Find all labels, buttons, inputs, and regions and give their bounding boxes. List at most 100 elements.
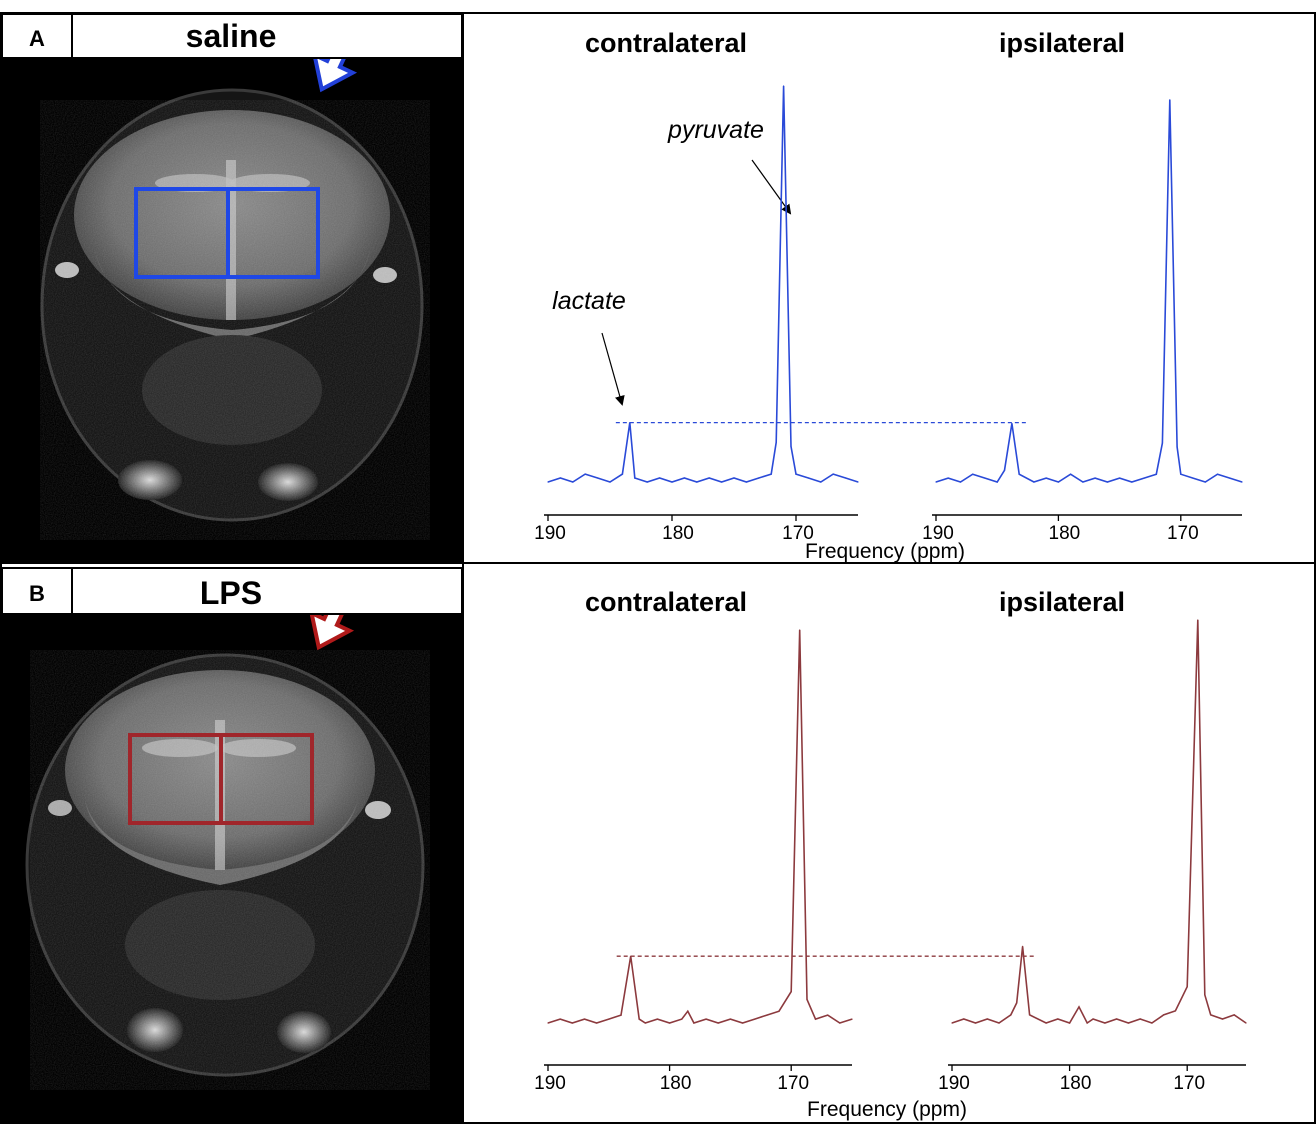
- spectrum-point: [1186, 986, 1188, 988]
- spectrum-point: [644, 1022, 646, 1024]
- pyruvate-arrow: [751, 159, 792, 215]
- spectrum-point: [693, 1022, 695, 1024]
- spectrum-point: [696, 481, 698, 483]
- spectrum-point: [1161, 442, 1163, 444]
- spectrum-point: [621, 473, 624, 475]
- annotation-lactate: lactate: [552, 287, 626, 315]
- spectrum-point: [1045, 1022, 1047, 1024]
- spectrum-point: [766, 1014, 768, 1016]
- spectrum-point: [742, 1022, 744, 1024]
- spectrum-point: [1033, 481, 1035, 483]
- x-tick-label: 180: [660, 1073, 692, 1094]
- spectrum-point: [1180, 473, 1182, 475]
- spectrum-point: [669, 1022, 671, 1024]
- spectrum-point: [996, 481, 998, 483]
- spectrum-point: [827, 1014, 829, 1016]
- spectrum-point: [733, 477, 735, 479]
- spectrum-point: [1192, 477, 1194, 479]
- xlabel-a: Frequency (ppm): [805, 540, 965, 563]
- spectrum-point: [656, 1018, 659, 1020]
- spectrum-point: [1045, 477, 1047, 479]
- spectrum-point: [583, 1018, 586, 1020]
- spectrum-point: [708, 477, 710, 479]
- xlabel-b: Frequency (ppm): [807, 1098, 967, 1121]
- x-tick-label: 180: [662, 523, 694, 544]
- spectrum-line: [951, 619, 1247, 1025]
- spectrum-point: [1003, 469, 1006, 471]
- spectrum-point: [984, 477, 986, 479]
- spectrum-line: [935, 99, 1243, 483]
- spectrum-point: [799, 629, 801, 631]
- spectrum-point: [683, 477, 686, 479]
- spectrum-point: [638, 1018, 640, 1020]
- spectrum-point: [572, 481, 574, 483]
- spectrum-b-contralateral: 190 180 170: [534, 629, 853, 1094]
- spectrum-point: [1116, 1018, 1118, 1020]
- spectrum-point: [935, 481, 937, 483]
- spectrum-point: [963, 1018, 965, 1020]
- spectrum-point: [1233, 1014, 1235, 1016]
- spectrum-point: [1078, 1006, 1080, 1008]
- spectrum-point: [986, 1018, 988, 1020]
- panel-a: A saline contralateral ipsilateral pyruv…: [1, 13, 1125, 563]
- spectrum-point: [1092, 1018, 1094, 1020]
- spectrum-point: [1016, 1002, 1018, 1004]
- condition-label-b: LPS: [200, 575, 262, 611]
- mri-brain-b: [25, 650, 430, 1090]
- spectrum-point: [1082, 481, 1084, 483]
- spectrum-point: [717, 1022, 719, 1024]
- x-tick-label: 180: [1060, 1073, 1092, 1094]
- spectrum-point: [729, 1018, 732, 1020]
- panel-letter-a: A: [29, 26, 45, 51]
- lactate-arrow: [601, 332, 625, 406]
- region-label-contralateral-a: contralateral: [585, 28, 747, 58]
- spectrum-point: [959, 481, 962, 483]
- x-tick-label: 180: [1049, 523, 1081, 544]
- spectrum-point: [681, 1018, 683, 1020]
- spectrum-point: [783, 85, 785, 87]
- x-tick-label: 170: [1167, 523, 1199, 544]
- spectrum-point: [851, 1018, 853, 1020]
- spectrum-point: [1221, 1018, 1224, 1020]
- spectrum-point: [1210, 1014, 1212, 1016]
- x-tick-label: 190: [534, 1073, 566, 1094]
- spectrum-point: [1143, 477, 1145, 479]
- spectrum-point: [951, 1022, 953, 1024]
- spectrum-point: [998, 1022, 1000, 1024]
- spectrum-point: [814, 1018, 817, 1020]
- spectrum-point: [1163, 1014, 1165, 1016]
- spectrum-point: [571, 1022, 573, 1024]
- spectrum-point: [559, 1018, 561, 1020]
- x-tick-label: 190: [922, 523, 954, 544]
- x-tick-label: 170: [782, 523, 814, 544]
- spectrum-point: [770, 473, 772, 475]
- spectrum-line: [547, 629, 853, 1024]
- spectrum-point: [1197, 619, 1199, 621]
- spectrum-a-contralateral: 190 180 170: [534, 85, 859, 544]
- spectrum-point: [1169, 99, 1171, 101]
- spectrum-point: [1229, 477, 1231, 479]
- spectrum-point: [1151, 1022, 1153, 1024]
- spectrum-point: [1216, 473, 1219, 475]
- condition-label-a: saline: [186, 18, 277, 54]
- spectrum-point: [1070, 473, 1072, 475]
- spectrum-point: [839, 1022, 841, 1024]
- spectrum-point: [659, 477, 661, 479]
- spectrum-point: [1106, 481, 1108, 483]
- spectrum-point: [1241, 481, 1243, 483]
- spectrum-point: [857, 481, 859, 483]
- spectrum-a-ipsilateral: 190 180 170: [922, 99, 1243, 544]
- spectrum-point: [547, 1022, 549, 1024]
- spectrum-point: [559, 477, 562, 479]
- spectrum-point: [832, 473, 834, 475]
- spectrum-point: [1018, 473, 1020, 475]
- spectrum-point: [807, 477, 810, 479]
- spectrum-point: [1204, 994, 1206, 996]
- spectrum-point: [1139, 1018, 1141, 1020]
- annotation-pyruvate: pyruvate: [667, 116, 764, 144]
- spectrum-point: [775, 441, 777, 443]
- x-tick-label: 170: [1173, 1073, 1205, 1094]
- panel-letter-b: B: [29, 581, 45, 606]
- spectrum-point: [1057, 1018, 1059, 1020]
- spectrum-point: [705, 1018, 707, 1020]
